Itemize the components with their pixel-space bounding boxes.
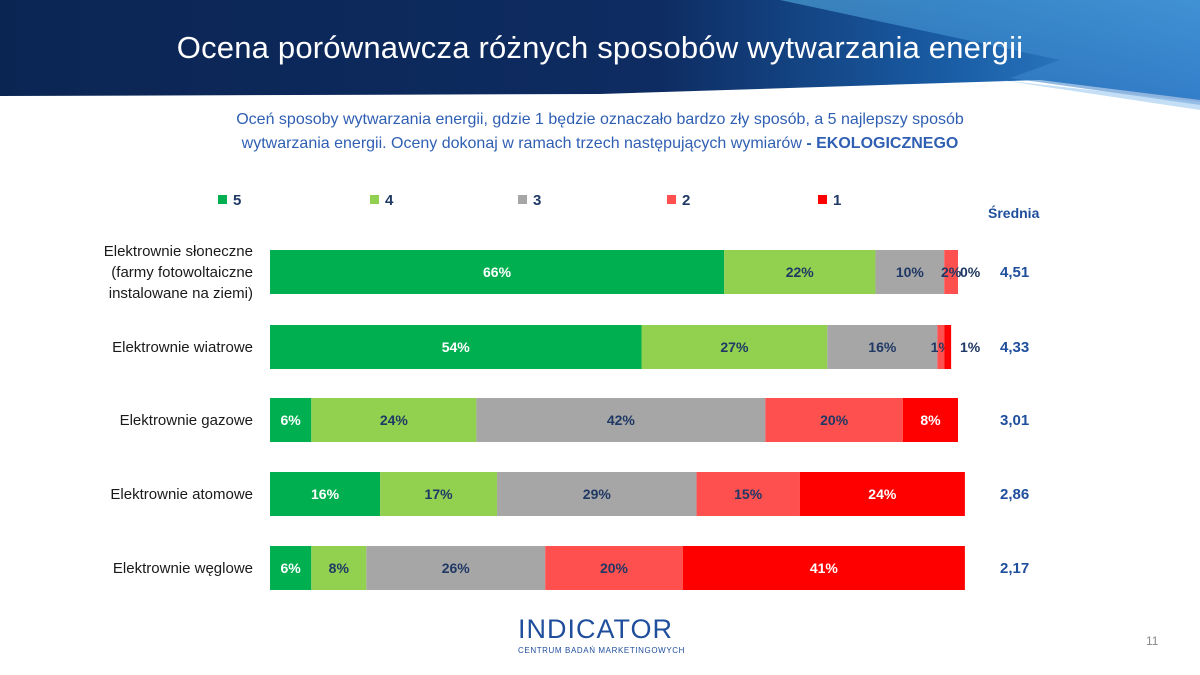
data-label: 2% bbox=[941, 264, 962, 280]
slide-title: Ocena porównawcza różnych sposobów wytwa… bbox=[176, 30, 1024, 65]
data-label: 10% bbox=[896, 264, 925, 280]
legend-swatch bbox=[518, 195, 527, 204]
data-label: 27% bbox=[720, 339, 749, 355]
category-label: Elektrownie wiatrowe bbox=[112, 339, 253, 356]
bar-segment-4 bbox=[380, 472, 498, 516]
bar-segment-2 bbox=[765, 398, 903, 442]
data-label: 6% bbox=[281, 412, 302, 428]
bar-row: Elektrownie atomowe 16% 17% 29% 15% 24% 2,86 bbox=[110, 472, 1029, 516]
data-label: 6% bbox=[281, 560, 302, 576]
legend-item-1: 1 bbox=[818, 192, 841, 209]
bar-segment-5 bbox=[270, 546, 312, 590]
data-label: 17% bbox=[425, 486, 454, 502]
category-label: Elektrownie słoneczne (farmy fotowoltaicz… bbox=[104, 243, 253, 302]
bar-segment-1 bbox=[902, 398, 958, 442]
legend-label: 2 bbox=[682, 192, 690, 209]
average-value: 4,33 bbox=[1000, 339, 1029, 356]
indicator-logo: INDICATOR CENTRUM BADAŃ MARKETINGOWYCH bbox=[500, 612, 700, 662]
data-label: 8% bbox=[329, 560, 350, 576]
category-label: Elektrownie atomowe bbox=[110, 486, 253, 503]
bar-segment-4 bbox=[641, 325, 828, 369]
data-label: 0% bbox=[960, 264, 981, 280]
legend-label: 4 bbox=[385, 192, 394, 209]
slide-header: Ocena porównawcza różnych sposobów wytwa… bbox=[0, 0, 1200, 110]
legend-label: 1 bbox=[833, 192, 841, 209]
legend-swatch bbox=[218, 195, 227, 204]
bar-segment-5 bbox=[270, 250, 725, 294]
question-emphasis: - EKOLOGICZNEGO bbox=[806, 135, 959, 152]
bar-segment-3 bbox=[497, 472, 697, 516]
data-label: 24% bbox=[380, 412, 409, 428]
bar-row: Elektrownie słoneczne (farmy fotowoltaicz… bbox=[104, 243, 1029, 302]
legend-item-4: 4 bbox=[370, 192, 394, 209]
question-text: Oceń sposoby wytwarzania energii, gdzie … bbox=[230, 108, 970, 156]
bar-segment-5 bbox=[270, 472, 381, 516]
average-value: 3,01 bbox=[1000, 412, 1029, 429]
bar-segment-1 bbox=[799, 472, 965, 516]
legend-item-5: 5 bbox=[218, 192, 241, 209]
data-label: 26% bbox=[442, 560, 471, 576]
legend-swatch bbox=[667, 195, 676, 204]
bar-row: Elektrownie gazowe 6% 24% 42% 20% 8% 3,01 bbox=[120, 398, 1029, 442]
data-label: 22% bbox=[786, 264, 815, 280]
legend-swatch bbox=[818, 195, 827, 204]
data-label: 42% bbox=[607, 412, 636, 428]
question-main: Oceń sposoby wytwarzania energii, gdzie … bbox=[236, 111, 964, 152]
legend-item-2: 2 bbox=[667, 192, 690, 209]
bar-segment-3 bbox=[827, 325, 938, 369]
logo-wordmark: INDICATOR bbox=[518, 614, 674, 644]
data-label: 41% bbox=[810, 560, 839, 576]
legend-item-3: 3 bbox=[518, 192, 541, 209]
data-label: 66% bbox=[483, 264, 512, 280]
average-value: 4,51 bbox=[1000, 264, 1029, 281]
bar-row: Elektrownie węglowe 6% 8% 26% 20% 41% 2,17 bbox=[113, 546, 1029, 590]
bar-segment-5 bbox=[270, 398, 312, 442]
bar-segment-3 bbox=[366, 546, 546, 590]
category-label: Elektrownie gazowe bbox=[120, 412, 253, 429]
category-label: Elektrownie węglowe bbox=[113, 560, 253, 577]
bar-segment-4 bbox=[724, 250, 876, 294]
header-background bbox=[0, 0, 1200, 110]
bar-segment-1 bbox=[944, 325, 952, 369]
average-value: 2,17 bbox=[1000, 560, 1029, 577]
average-header: Średnia bbox=[988, 205, 1040, 221]
bar-segment-2 bbox=[545, 546, 683, 590]
bar-segment-4 bbox=[311, 398, 477, 442]
bar-segment-5 bbox=[270, 325, 642, 369]
bar-segment-2 bbox=[696, 472, 800, 516]
bar-segment-1 bbox=[682, 546, 965, 590]
bar-row: Elektrownie wiatrowe 54% 27% 16% 1% 1% 4,33 bbox=[112, 325, 1029, 369]
data-label: 20% bbox=[820, 412, 849, 428]
data-label: 8% bbox=[920, 412, 941, 428]
legend-label: 3 bbox=[533, 192, 541, 209]
bar-segment-2 bbox=[937, 325, 945, 369]
legend-swatch bbox=[370, 195, 379, 204]
data-label: 16% bbox=[311, 486, 340, 502]
bar-segment-2 bbox=[944, 250, 958, 294]
data-label: 24% bbox=[868, 486, 897, 502]
data-label: 20% bbox=[600, 560, 629, 576]
logo-subtitle: CENTRUM BADAŃ MARKETINGOWYCH bbox=[518, 646, 686, 655]
data-label: 16% bbox=[868, 339, 897, 355]
data-label: 1% bbox=[960, 339, 981, 355]
average-value: 2,86 bbox=[1000, 486, 1029, 503]
legend-label: 5 bbox=[233, 192, 241, 209]
data-label: 15% bbox=[734, 486, 763, 502]
bar-segment-3 bbox=[476, 398, 766, 442]
bar-segment-3 bbox=[875, 250, 945, 294]
data-label: 29% bbox=[583, 486, 612, 502]
stacked-bar-chart: 5 4 3 2 1 Elektrownie słoneczne (farmy fotowol… bbox=[104, 192, 1029, 590]
data-label: 54% bbox=[442, 339, 471, 355]
page-number: 11 bbox=[1146, 634, 1159, 648]
bar-segment-4 bbox=[311, 546, 367, 590]
